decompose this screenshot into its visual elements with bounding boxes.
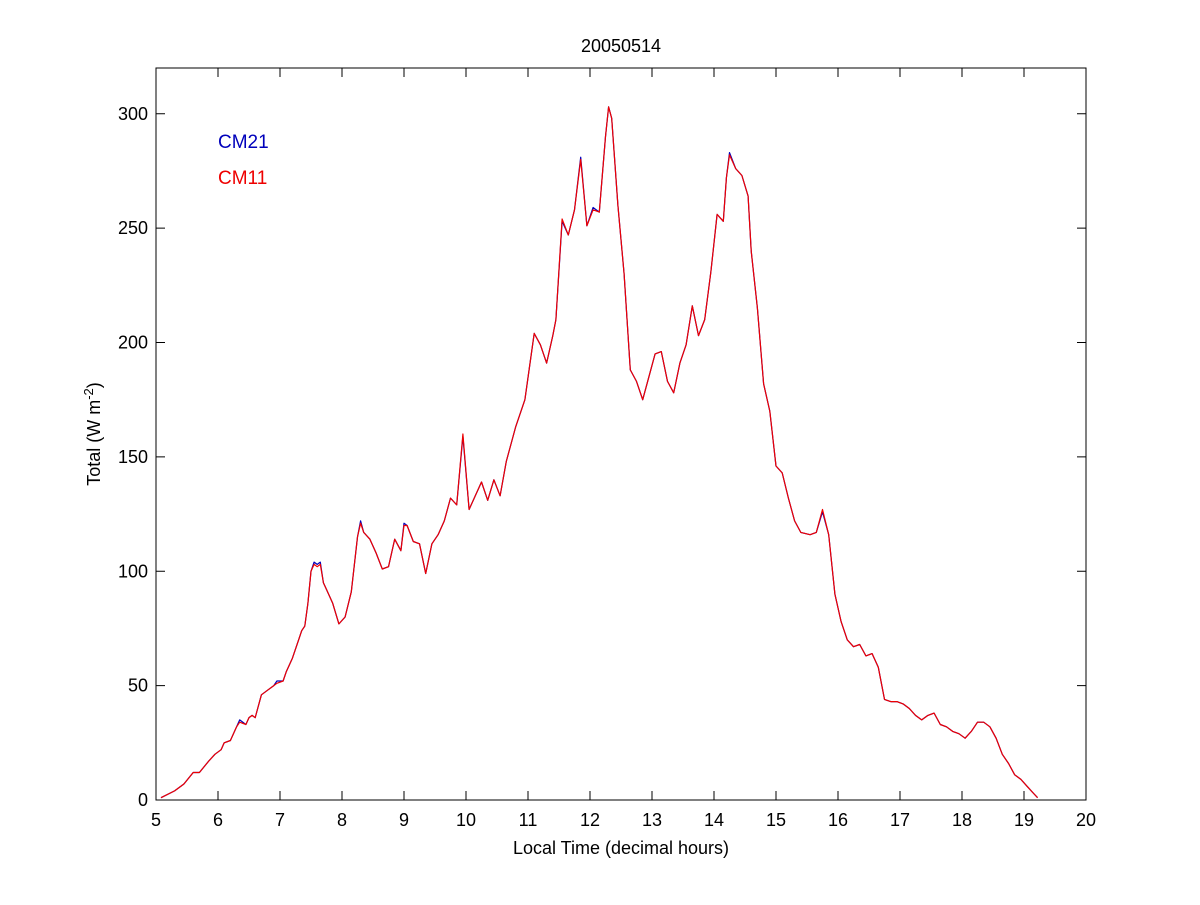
plot-frame	[155, 67, 1087, 801]
y-tick-label: 50	[128, 676, 148, 696]
y-axis-label-prefix: Total (W m	[84, 400, 104, 486]
x-axis-label: Local Time (decimal hours)	[513, 838, 729, 858]
y-tick-label: 0	[138, 790, 148, 810]
y-axis-label: Total (W m-2)	[81, 382, 104, 486]
y-axis-label-superscript: -2	[81, 388, 96, 400]
legend-entry-cm21: CM21	[218, 132, 269, 153]
x-tick-label: 6	[213, 810, 223, 830]
x-tick-label: 14	[704, 810, 724, 830]
x-tick-label: 16	[828, 810, 848, 830]
x-tick-label: 15	[766, 810, 786, 830]
x-tick-label: 12	[580, 810, 600, 830]
x-tick-label: 13	[642, 810, 662, 830]
y-tick-label: 300	[118, 104, 148, 124]
x-tick-label: 8	[337, 810, 347, 830]
series-layer	[160, 106, 1039, 799]
y-axis-label-suffix: )	[84, 382, 104, 388]
legend: CM21 CM11	[218, 132, 269, 189]
x-tick-label: 10	[456, 810, 476, 830]
y-tick-label: 200	[118, 333, 148, 353]
x-tick-label: 17	[890, 810, 910, 830]
legend-entry-cm11: CM11	[218, 168, 267, 189]
x-tick-label: 20	[1076, 810, 1096, 830]
y-tick-label: 250	[118, 218, 148, 238]
x-tick-label: 11	[519, 810, 538, 830]
y-tick-label: 150	[118, 447, 148, 467]
plot-background	[156, 68, 1086, 800]
chart-title: 20050514	[581, 36, 661, 56]
y-tick-label: 100	[118, 561, 148, 581]
series-line-cm11	[160, 106, 1039, 799]
x-tick-label: 18	[952, 810, 972, 830]
x-tick-label: 7	[275, 810, 285, 830]
x-tick-label: 9	[399, 810, 409, 830]
x-tick-label: 5	[151, 810, 161, 830]
x-tick-label: 19	[1014, 810, 1034, 830]
ticks-layer: 5 6 7 8 9 10 11 12 13 14 15 16 17 18 19 200501001502002…	[118, 68, 1096, 830]
